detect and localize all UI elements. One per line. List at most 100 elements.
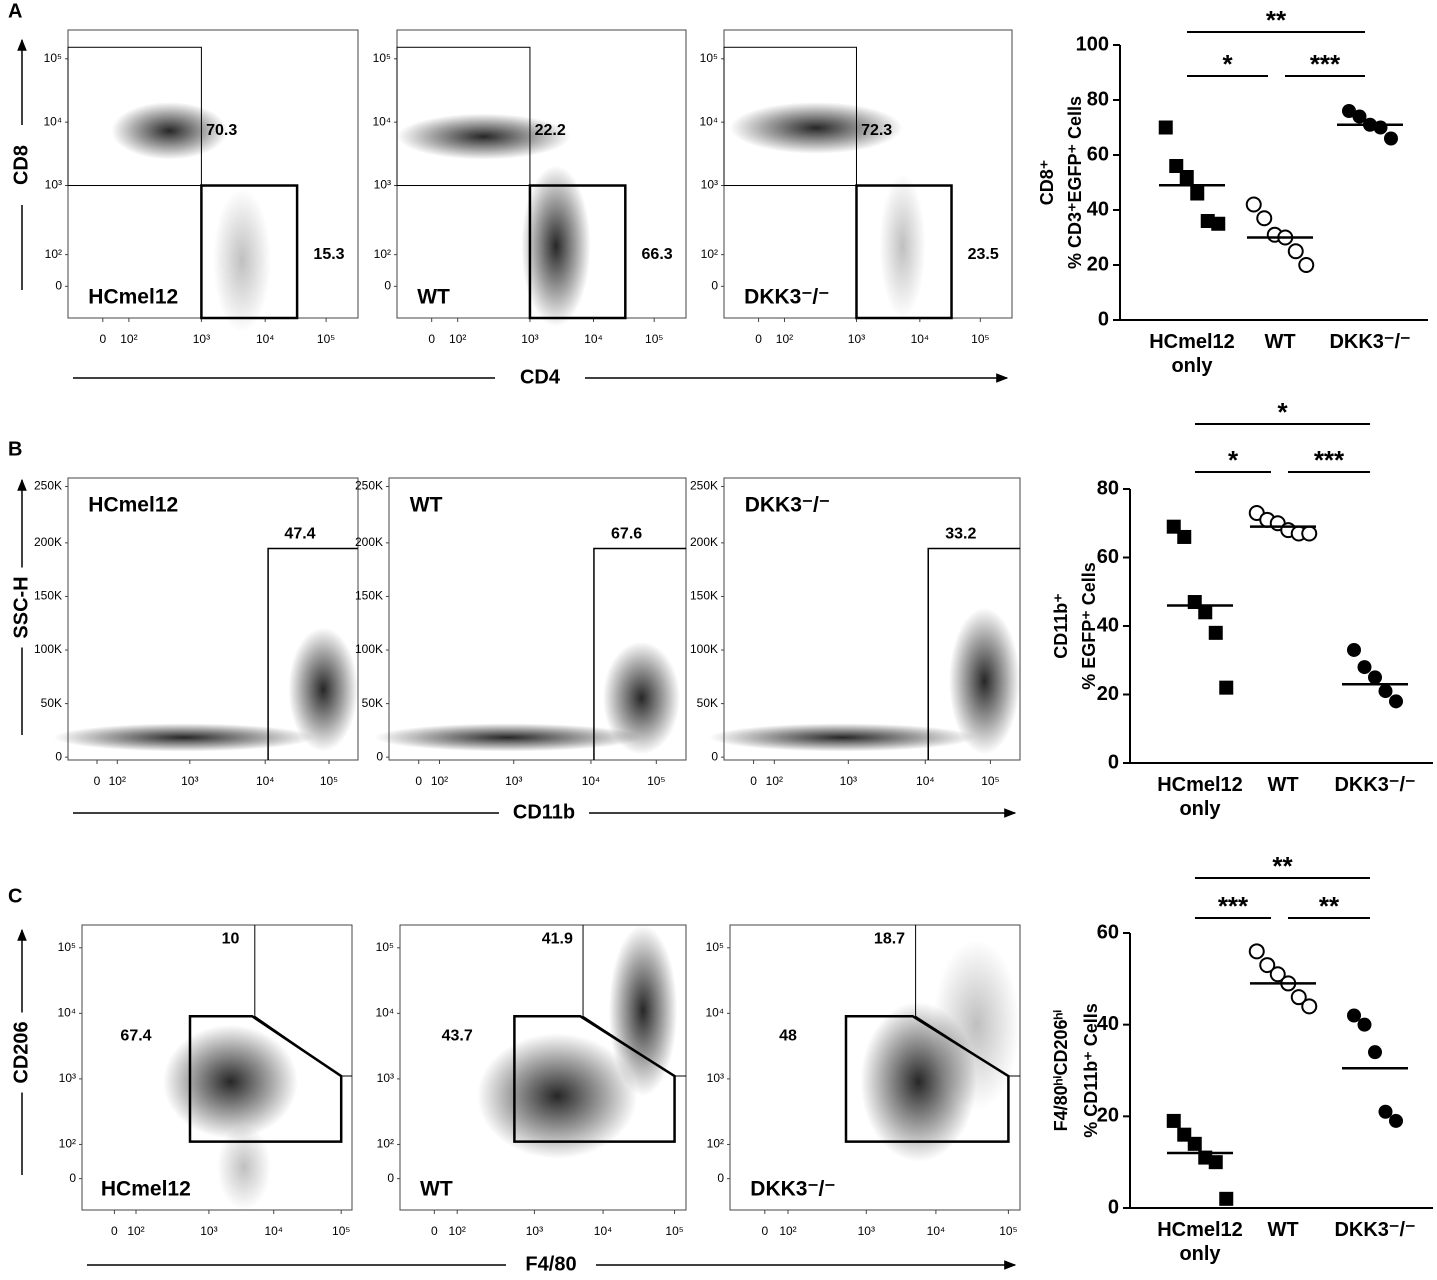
data-point (1368, 670, 1382, 685)
data-point (1347, 642, 1361, 657)
population-density (948, 607, 1020, 755)
y-axis-label: % CD3⁺EGFP⁺ Cells (1065, 96, 1085, 269)
data-point (1290, 989, 1307, 1006)
y-tick-label: 10⁴ (43, 114, 62, 128)
data-point (1219, 680, 1234, 695)
x-tick-label: 10⁵ (645, 332, 663, 346)
population-density (288, 627, 359, 752)
significance-label: * (1222, 49, 1233, 79)
data-point (1298, 257, 1315, 273)
y-tick-label: 80 (1097, 477, 1119, 499)
y-tick-label: 100K (34, 642, 62, 656)
plot-frame (729, 924, 1021, 1211)
x-tick-label: 10³ (181, 774, 198, 788)
gate (927, 547, 1020, 760)
y-tick-label: 10⁴ (699, 114, 718, 128)
category-text: HCmel12 only (1149, 331, 1235, 377)
y-tick-label: 0 (376, 749, 383, 763)
significance-label: *** (1310, 49, 1341, 79)
gate-percentage: 66.3 (642, 246, 673, 263)
data-point (1198, 605, 1213, 620)
data-point (1259, 957, 1276, 974)
gate-percentage: 41.9 (542, 930, 573, 947)
x-tick-label: 10³ (848, 332, 865, 346)
gate (593, 547, 686, 760)
y-tick-label: 150K (34, 589, 62, 603)
data-point (1357, 660, 1372, 675)
x-tick-label: 10⁵ (971, 332, 989, 346)
y-tick-label: 0 (711, 278, 718, 292)
population-density (111, 102, 228, 160)
data-point (1177, 529, 1192, 544)
y-axis-label: CD11b⁺ (1051, 593, 1071, 659)
y-tick-label: 250K (690, 479, 718, 493)
data-point (1208, 1155, 1223, 1170)
x-tick-label: 10⁴ (927, 1224, 946, 1238)
data-point (1158, 120, 1173, 135)
x-tick-label: 10² (776, 332, 793, 346)
population-density (608, 925, 678, 1096)
x-tick-label: 10⁴ (584, 332, 603, 346)
sample-label: WT (417, 285, 450, 308)
x-tick-label: 0 (111, 1224, 118, 1238)
sample-label: HCmel12 (101, 1178, 191, 1201)
y-tick-label: 250K (355, 479, 383, 493)
data-point (1389, 1113, 1403, 1128)
category-label: DKK3⁻/⁻ (1334, 774, 1416, 796)
gate (855, 184, 953, 320)
y-tick-label: 150K (690, 589, 718, 603)
gate-percentage: 15.3 (313, 246, 344, 263)
population-density (53, 723, 315, 752)
population-density (217, 1124, 271, 1210)
y-tick-label: 10⁴ (372, 114, 391, 128)
population-density (397, 113, 571, 160)
x-tick-label: 10³ (858, 1224, 875, 1238)
data-point (1287, 243, 1304, 260)
x-tick-label: 10² (127, 1224, 144, 1238)
data-point (1373, 120, 1388, 135)
category-text: HCmel12 only (1157, 1219, 1243, 1265)
gate (513, 1014, 676, 1143)
category-text: DKK3⁻/⁻ (1334, 774, 1416, 796)
significance-label: * (1277, 397, 1288, 427)
sample-label: DKK3⁻/⁻ (744, 285, 829, 308)
gate-percentage: 23.5 (968, 246, 999, 263)
significance-label: * (1228, 445, 1239, 475)
category-label: HCmel12 only (1157, 774, 1243, 820)
y-tick-label: 0 (384, 278, 391, 292)
y-tick-label: 10⁴ (705, 1006, 724, 1020)
population-density (374, 723, 642, 752)
category-text: DKK3⁻/⁻ (1329, 331, 1411, 353)
plot-frame (67, 29, 359, 319)
y-tick-label: 20 (1097, 683, 1119, 705)
category-label: WT (1267, 1219, 1298, 1241)
population-density (933, 939, 1020, 1111)
gate-percentage: 48 (779, 1027, 797, 1044)
x-tick-label: 10⁵ (320, 774, 338, 788)
x-tick-label: 10³ (193, 332, 210, 346)
y-tick-label: 0 (387, 1171, 394, 1185)
significance-label: ** (1272, 851, 1293, 881)
y-tick-label: 10⁵ (373, 51, 391, 65)
y-tick-label: 10² (59, 1137, 76, 1151)
significance-label: *** (1314, 445, 1345, 475)
y-axis-label: % CD11b⁺ Cells (1081, 1003, 1101, 1138)
x-tick-label: 0 (761, 1224, 768, 1238)
population-density (163, 1024, 298, 1139)
data-point (1301, 998, 1318, 1015)
y-tick-label: 50K (41, 696, 62, 710)
panel-letter: C (8, 885, 22, 907)
x-tick-label: 10² (109, 774, 126, 788)
x-tick-label: 0 (428, 332, 435, 346)
y-tick-label: 100K (355, 642, 383, 656)
y-tick-label: 60 (1097, 921, 1119, 943)
significance-label: ** (1266, 5, 1287, 35)
category-label: DKK3⁻/⁻ (1334, 1219, 1415, 1241)
y-tick-label: 80 (1087, 88, 1109, 110)
x-tick-label: 10⁵ (981, 774, 999, 788)
data-point (1245, 196, 1262, 213)
x-tick-label: 10³ (505, 774, 522, 788)
population-density (602, 641, 681, 755)
y-tick-label: 10⁴ (57, 1006, 76, 1020)
